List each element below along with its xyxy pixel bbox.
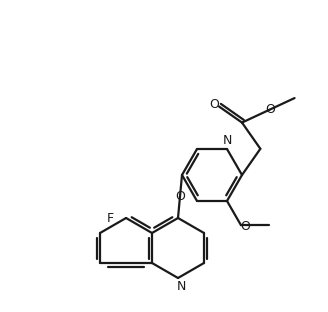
Text: O: O — [265, 103, 275, 116]
Text: O: O — [175, 190, 185, 203]
Text: O: O — [209, 98, 219, 111]
Text: O: O — [240, 220, 250, 233]
Text: N: N — [222, 134, 232, 147]
Text: F: F — [107, 212, 113, 225]
Text: N: N — [176, 280, 186, 293]
